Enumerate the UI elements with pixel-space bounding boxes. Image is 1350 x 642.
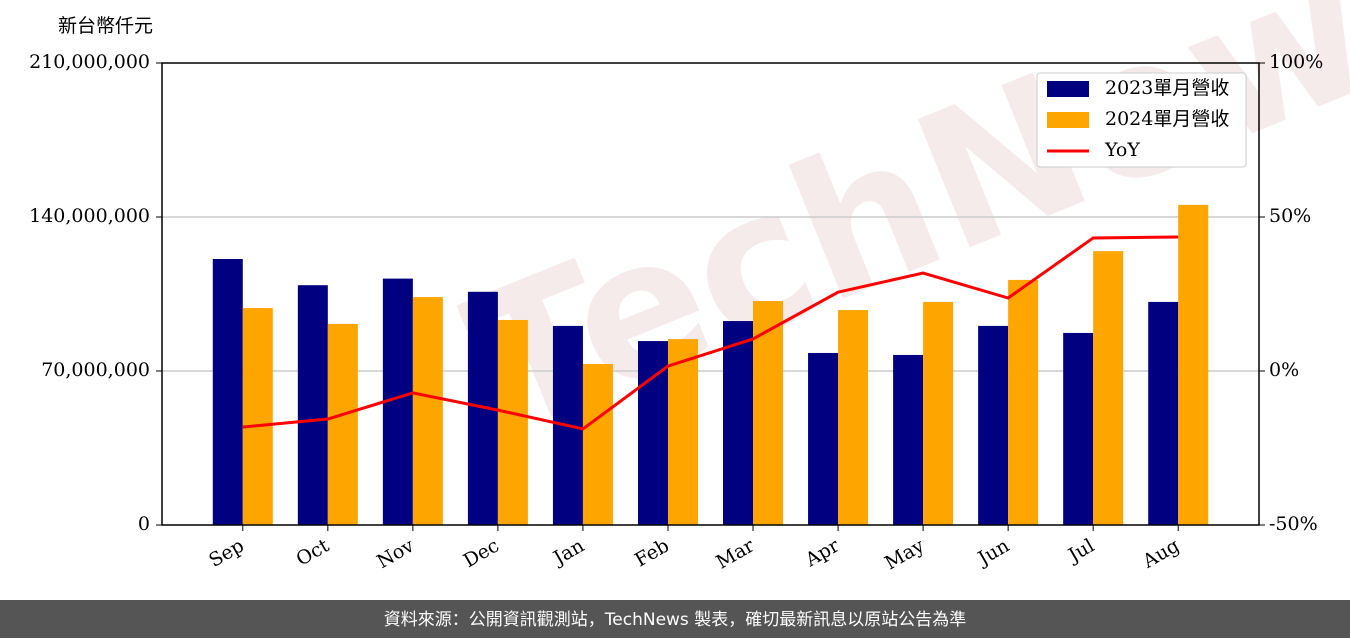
bar [667,339,698,525]
x-tick-label: Mar [712,534,758,573]
bar [497,319,528,525]
line [242,235,1179,431]
legend-box [1036,72,1247,168]
bar [1063,332,1094,525]
x-tick-label: Jun [973,535,1014,571]
x-tick-label: Jul [1063,535,1098,568]
y2-tick-label: 50% [1269,205,1311,227]
bar [838,310,869,525]
bar [637,341,668,525]
bar [808,352,839,525]
footer-text: 資料來源：公開資訊觀測站，TechNews 製表，確切最新訊息以原站公告為準 [384,610,966,630]
y2-tick-label: -50% [1269,513,1318,535]
plot-frame [161,62,1260,526]
legend-label: 2024單月營收 [1105,108,1229,130]
bar [327,323,358,525]
x-tick-label: Nov [373,534,418,573]
x-tick-label: Sep [205,535,248,572]
x-tick-label: Jan [548,535,588,571]
footer-bar [0,600,1350,638]
legend-swatch [1047,112,1089,128]
bar [1093,251,1124,525]
x-tick-label: Oct [293,534,334,570]
bar [582,363,613,525]
x-tick-label: Aug [1138,535,1183,574]
x-tick-label: May [881,534,928,574]
bar [1008,279,1039,525]
bar [723,321,754,525]
bar [753,301,784,525]
bar [212,259,243,525]
legend-label: YoY [1104,139,1140,161]
bar [978,325,1009,525]
x-tick-label: Apr [801,534,844,571]
bar [1148,301,1179,525]
y-tick-label: 70,000,000 [41,359,150,381]
x-tick-label: Dec [460,535,503,573]
bar [297,285,328,525]
y-tick-label: 210,000,000 [29,51,150,73]
legend-swatch [1047,81,1089,97]
x-tick-label: Feb [631,535,673,572]
bar [1178,204,1209,525]
y2-tick-label: 100% [1269,51,1323,73]
bar [412,297,443,525]
y-axis-label: 新台幣仟元 [58,15,153,37]
bar [923,301,954,525]
bar [242,308,273,525]
legend-label: 2023單月營收 [1105,77,1229,99]
y2-tick-label: 0% [1269,359,1299,381]
y-tick-label: 140,000,000 [29,205,150,227]
bar [893,354,924,525]
y-tick-label: 0 [138,513,150,535]
